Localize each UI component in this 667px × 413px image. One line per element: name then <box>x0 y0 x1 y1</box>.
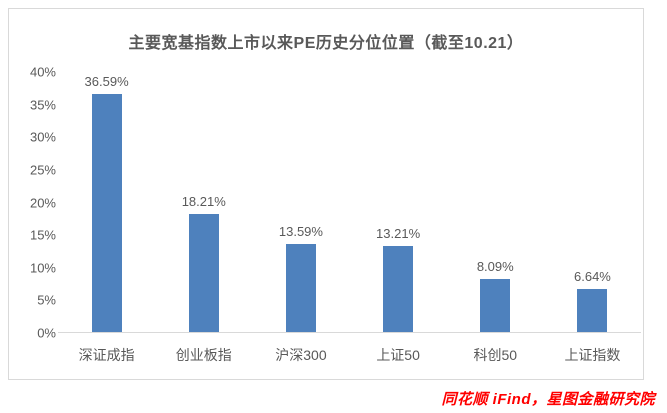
bar <box>480 279 511 332</box>
x-axis-label: 创业板指 <box>175 347 232 363</box>
bar-slot: 18.21% <box>155 72 252 332</box>
y-axis: 0% 5% 10% 15% 20% 25% 30% 35% 40% <box>9 66 56 340</box>
x-axis-labels: 深证成指 创业板指 沪深300 上证50 科创50 上证指数 <box>58 345 641 365</box>
x-axis-label: 上证指数 <box>564 347 621 363</box>
y-axis-tick-label: 20% <box>29 195 56 210</box>
bar <box>285 243 316 332</box>
plot-area: 36.59% 18.21% 13.59% 13.21% 8.09% 6.64% <box>58 72 641 333</box>
x-axis-label: 深证成指 <box>78 347 135 363</box>
bar-value-label: 13.21% <box>376 226 421 242</box>
y-axis-tick-label: 10% <box>29 260 56 276</box>
bar-value-label: 8.09% <box>476 259 514 275</box>
bar-value-label: 36.59% <box>84 74 129 90</box>
chart-container: 主要宽基指数上市以来PE历史分位位置（截至10.21） 0% 5% 10% 15% 20… <box>8 8 644 380</box>
bar <box>577 288 608 332</box>
y-axis-tick-label: 30% <box>29 129 56 145</box>
bar-slot: 8.09% <box>447 72 544 332</box>
bar-value-label: 18.21% <box>181 193 226 209</box>
bar <box>188 213 219 332</box>
x-axis-label: 沪深300 <box>275 347 327 363</box>
x-axis-label: 上证50 <box>376 347 420 363</box>
source-attribution: 同花顺 iFind，星图金融研究院 <box>441 391 655 408</box>
y-axis-tick-label: 40% <box>29 64 56 80</box>
chart-title: 主要宽基指数上市以来PE历史分位位置（截至10.21） <box>128 35 524 52</box>
y-axis-tick-label: 0% <box>37 325 56 341</box>
y-axis-tick-label: 35% <box>29 97 56 113</box>
y-axis-tick-label: 15% <box>29 227 56 243</box>
x-axis-label: 科创50 <box>473 347 518 363</box>
y-axis-tick-label: 25% <box>29 162 56 178</box>
bar-slot: 6.64% <box>544 72 641 332</box>
bar-slot: 13.59% <box>252 72 349 332</box>
bar-slot: 13.21% <box>350 72 447 332</box>
bar <box>383 246 414 332</box>
bar-slot: 36.59% <box>58 72 155 332</box>
bar <box>91 94 122 332</box>
bar-value-label: 13.59% <box>278 223 323 239</box>
bar-value-label: 6.64% <box>574 268 611 284</box>
y-axis-tick-label: 5% <box>37 292 56 308</box>
